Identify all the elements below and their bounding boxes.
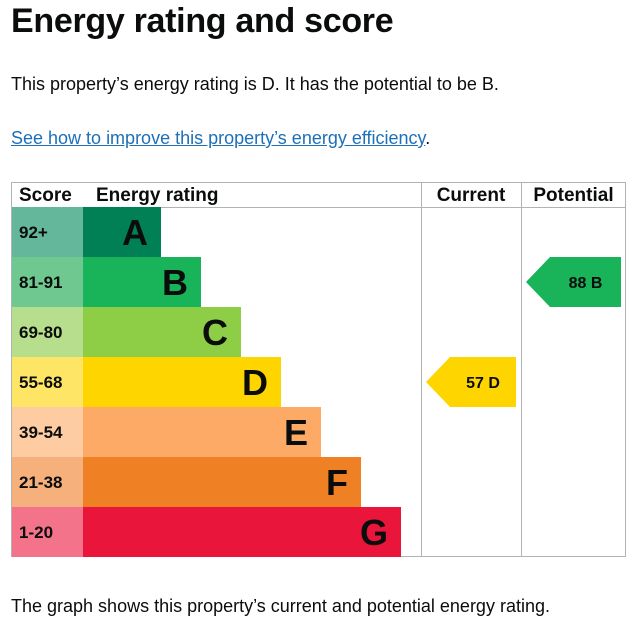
score-range-d: 55-68: [19, 373, 62, 392]
rating-letter-b: B: [162, 262, 188, 303]
score-cell-e: [12, 407, 83, 457]
improve-link-line: See how to improve this property’s energ…: [11, 128, 430, 149]
rating-letter-g: G: [360, 512, 388, 553]
rating-letter-a: A: [122, 212, 148, 253]
link-suffix: .: [425, 128, 431, 148]
score-range-e: 39-54: [19, 423, 63, 442]
score-cell-g: [12, 507, 83, 557]
score-cell-a: [12, 207, 83, 257]
score-cell-d: [12, 357, 83, 407]
rating-letter-e: E: [284, 412, 308, 453]
rating-letter-c: C: [202, 312, 228, 353]
page-title: Energy rating and score: [11, 2, 394, 40]
current-arrow: [426, 357, 516, 407]
improve-efficiency-link[interactable]: See how to improve this property’s energ…: [11, 128, 426, 148]
score-range-b: 81-91: [19, 273, 62, 292]
score-range-f: 21-38: [19, 473, 62, 492]
score-range-c: 69-80: [19, 323, 62, 342]
rating-bar-b: [83, 257, 201, 307]
rating-summary: This property’s energy rating is D. It h…: [11, 74, 499, 94]
potential-rating-label: 88 B: [569, 275, 603, 292]
rating-bar-f: [83, 457, 361, 507]
score-column-header: Score: [19, 185, 72, 206]
potential-arrow: [526, 257, 621, 307]
rating-bar-d: [83, 357, 281, 407]
score-cell-c: [12, 307, 83, 357]
rating-bar-a: [83, 207, 161, 257]
score-range-a: 92+: [19, 223, 48, 242]
rating-bar-e: [83, 407, 321, 457]
current-column-header: Current: [437, 185, 506, 206]
current-rating-label: 57 D: [466, 375, 500, 392]
score-cell-b: [12, 257, 83, 307]
graph-description: The graph shows this property’s current …: [11, 596, 550, 616]
rating-letter-d: D: [242, 362, 268, 403]
rating-column-header: Energy rating: [96, 185, 218, 206]
rating-letter-f: F: [326, 462, 348, 503]
potential-column-header: Potential: [533, 185, 613, 206]
rating-bar-g: [83, 507, 401, 557]
rating-bar-c: [83, 307, 241, 357]
score-cell-f: [12, 457, 83, 507]
score-range-g: 1-20: [19, 523, 53, 542]
